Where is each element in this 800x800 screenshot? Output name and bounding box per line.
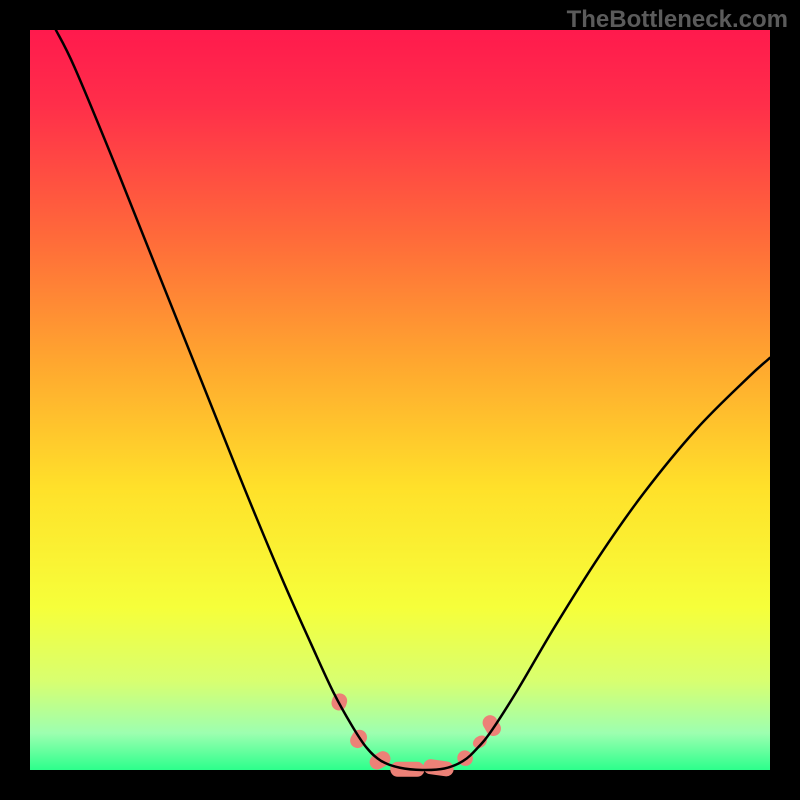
curve-marker (471, 734, 488, 751)
chart-container: TheBottleneck.com (0, 0, 800, 800)
watermark-text: TheBottleneck.com (567, 6, 788, 34)
chart-svg-layer (0, 0, 800, 800)
bottleneck-curve (56, 30, 770, 770)
